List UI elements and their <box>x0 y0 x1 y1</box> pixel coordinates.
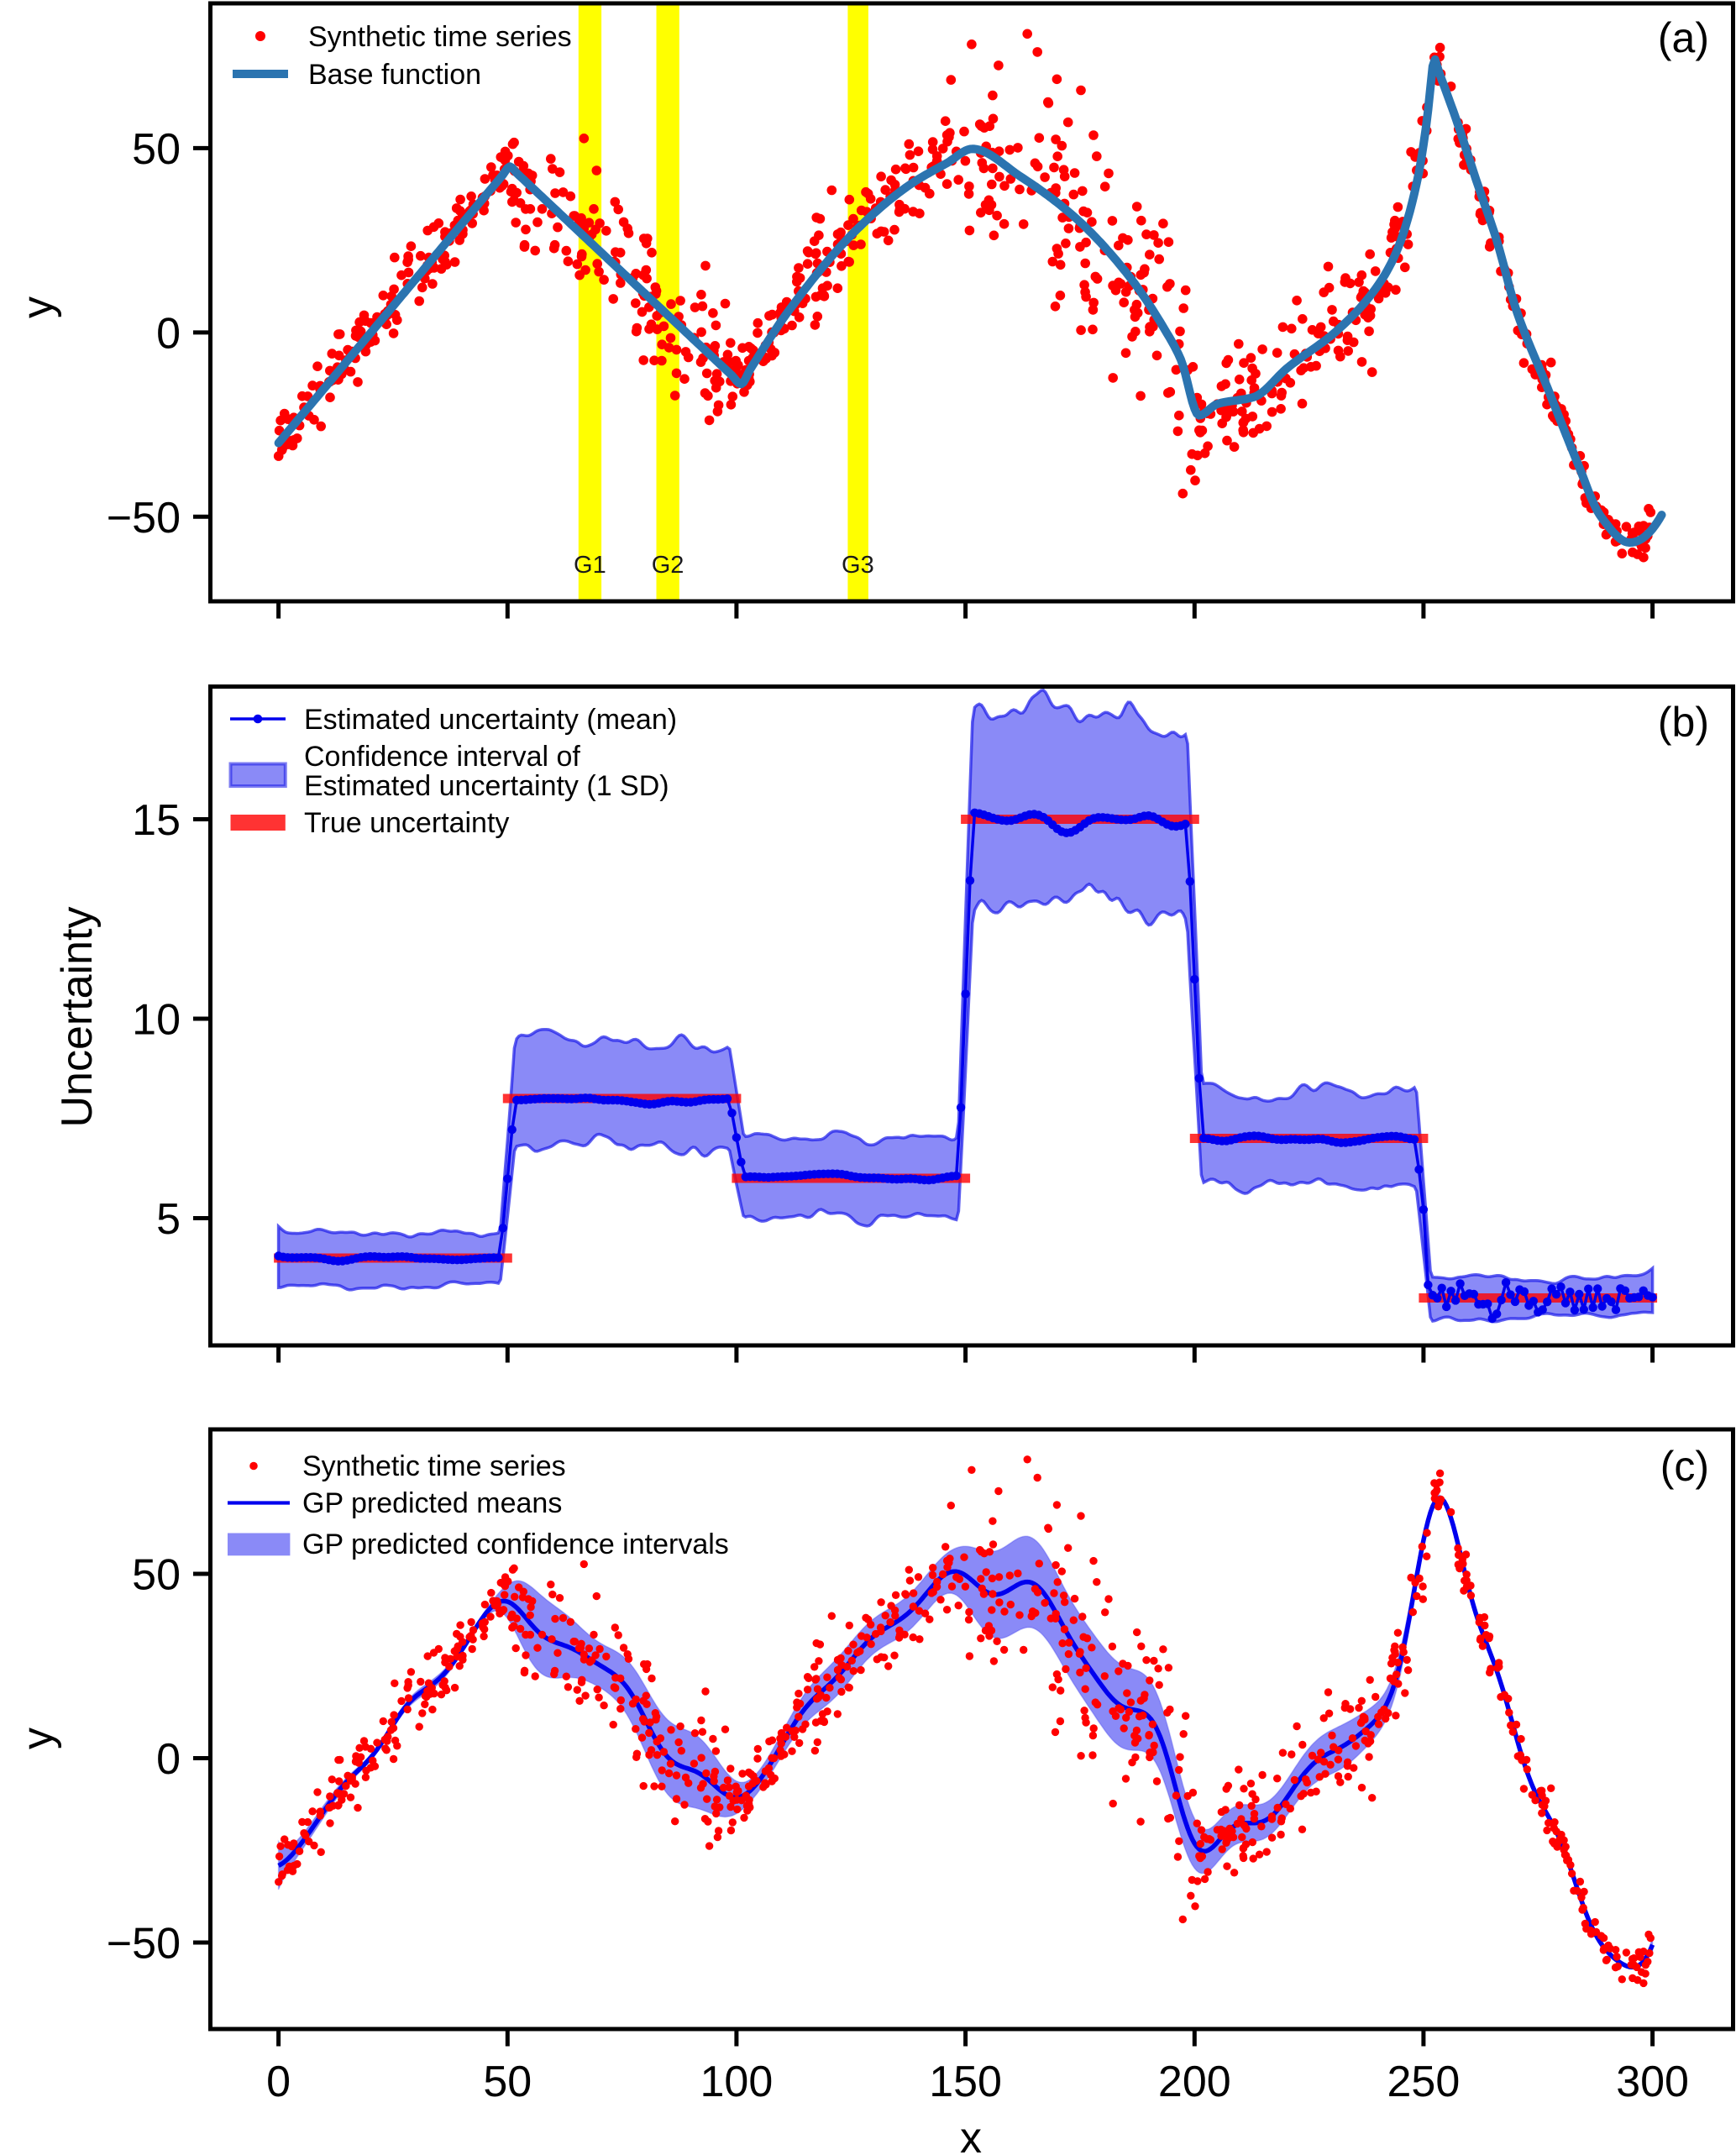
svg-text:0: 0 <box>156 1735 181 1784</box>
svg-text:(c): (c) <box>1660 1443 1709 1490</box>
svg-text:G3: G3 <box>842 552 874 579</box>
svg-text:50: 50 <box>132 1551 181 1600</box>
svg-text:50: 50 <box>483 2058 532 2106</box>
svg-text:0: 0 <box>266 2058 291 2106</box>
svg-text:100: 100 <box>700 2058 774 2106</box>
svg-text:15: 15 <box>132 796 181 845</box>
svg-text:5: 5 <box>156 1195 181 1244</box>
svg-text:Synthetic time series: Synthetic time series <box>302 1450 566 1482</box>
svg-text:Synthetic time series: Synthetic time series <box>308 21 572 53</box>
svg-text:300: 300 <box>1616 2058 1689 2106</box>
svg-text:Estimated uncertainty (mean): Estimated uncertainty (mean) <box>304 704 677 736</box>
svg-text:G1: G1 <box>574 552 606 579</box>
svg-text:y: y <box>13 1728 62 1749</box>
svg-text:Confidence interval of: Confidence interval of <box>304 741 580 773</box>
svg-text:G2: G2 <box>652 552 684 579</box>
svg-text:0: 0 <box>156 309 181 358</box>
svg-text:(a): (a) <box>1658 14 1709 61</box>
svg-text:Estimated uncertainty (1 SD): Estimated uncertainty (1 SD) <box>304 770 669 802</box>
svg-text:(b): (b) <box>1658 699 1709 746</box>
svg-text:−50: −50 <box>107 1920 181 1969</box>
svg-text:x: x <box>960 2114 982 2155</box>
svg-text:−50: −50 <box>107 494 181 543</box>
svg-text:250: 250 <box>1387 2058 1461 2106</box>
svg-text:200: 200 <box>1158 2058 1231 2106</box>
svg-text:True uncertainty: True uncertainty <box>304 807 509 839</box>
svg-text:10: 10 <box>132 996 181 1045</box>
svg-text:150: 150 <box>929 2058 1002 2106</box>
svg-text:y: y <box>13 296 62 318</box>
svg-text:GP predicted confidence interv: GP predicted confidence intervals <box>302 1528 729 1560</box>
svg-text:Base function: Base function <box>308 59 481 91</box>
svg-text:Uncertainty: Uncertainty <box>53 907 102 1128</box>
svg-text:50: 50 <box>132 125 181 174</box>
svg-text:GP predicted means: GP predicted means <box>302 1487 562 1519</box>
